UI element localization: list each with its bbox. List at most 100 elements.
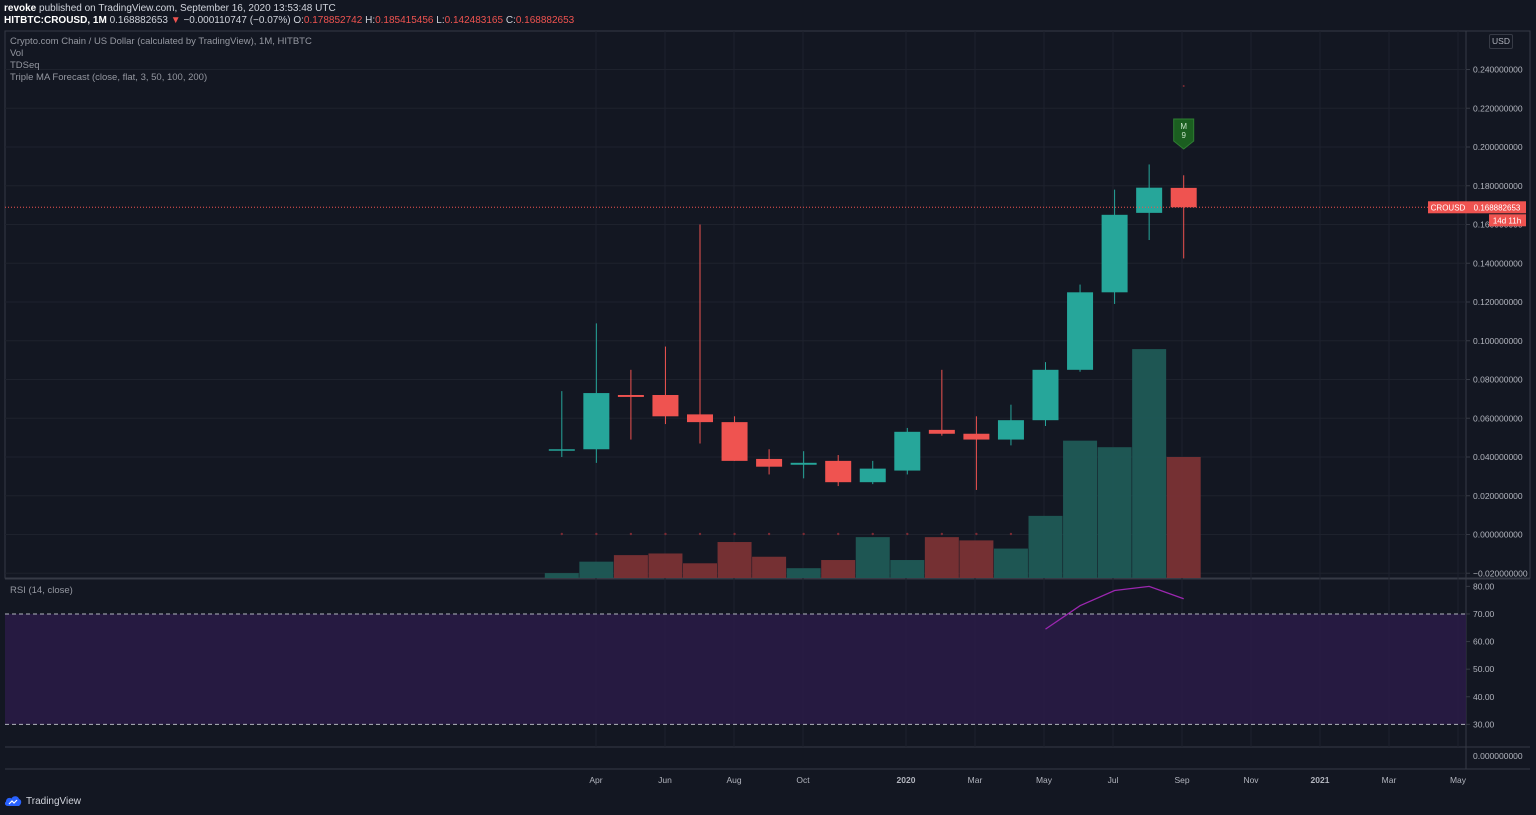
tdseq-dot — [1009, 532, 1013, 536]
candle-body — [583, 393, 610, 450]
tdseq-dot — [560, 532, 563, 536]
last-price: 0.168882653 — [109, 15, 168, 26]
volume-bar — [855, 537, 890, 578]
countdown-label: 14d 11h — [1493, 216, 1521, 225]
tdseq-dot — [837, 532, 840, 536]
candle-body — [1032, 369, 1059, 421]
tdseq-marker-count: 9 — [1181, 131, 1186, 140]
volume-bar — [752, 556, 787, 578]
tdseq-dot — [940, 532, 944, 536]
tdseq-marker-letter: M — [1180, 122, 1187, 131]
footer-brand-label: TradingView — [26, 795, 82, 807]
candle-body — [928, 429, 955, 434]
time-tick-label: Mar — [1382, 775, 1397, 785]
tdseq-dot — [802, 532, 805, 536]
volume-bar — [786, 568, 821, 578]
volume-bar — [683, 563, 717, 578]
tdseq-dot — [595, 532, 598, 536]
publish-info: revoke published on TradingView.com, Sep… — [4, 3, 336, 14]
legend-vol[interactable]: Vol — [10, 48, 24, 59]
chart-legend: Crypto.com Chain / US Dollar (calculated… — [10, 36, 312, 84]
price-tick-label: 0.200000000 — [1473, 142, 1523, 152]
volume-bar — [648, 553, 683, 578]
volume-bar — [1028, 515, 1063, 578]
candle-body — [548, 449, 575, 451]
volume-bar — [544, 573, 579, 578]
price-tick-label: 0.080000000 — [1473, 375, 1523, 385]
price-tick-label: 0.220000000 — [1473, 103, 1523, 113]
volume-bar — [579, 561, 614, 578]
time-tick-label: 2021 — [1311, 775, 1330, 785]
volume-bar — [613, 555, 648, 578]
price-tick-label: 0.020000000 — [1473, 491, 1523, 501]
tdseq-dot — [871, 532, 874, 536]
rsi-line — [1045, 585, 1184, 630]
price-tag-value: 0.168882653 — [1474, 203, 1521, 212]
price-tag-symbol-bg — [1428, 201, 1468, 214]
tradingview-cloud-icon — [4, 796, 22, 806]
tdseq-dot — [906, 532, 909, 536]
legend-ma[interactable]: Triple MA Forecast (close, flat, 3, 50, … — [10, 72, 208, 83]
tdseq-dot — [629, 532, 633, 536]
candle-body — [687, 414, 713, 423]
volume-bar — [924, 537, 959, 578]
volume-bar — [1166, 457, 1201, 578]
tdseq-marker — [1173, 118, 1195, 150]
countdown-bg — [1489, 214, 1526, 227]
price-tag-value-bg — [1468, 201, 1526, 214]
bottom-pane-label: 0.000000000 — [1473, 751, 1523, 761]
rsi-tick-label: 40.00 — [1473, 692, 1495, 702]
forecast-dot — [1182, 85, 1185, 87]
currency-button[interactable]: USD — [1489, 34, 1513, 49]
time-tick-label: Mar — [968, 775, 983, 785]
candle-body — [963, 433, 990, 440]
tdseq-dot — [698, 532, 702, 536]
legend-tdseq[interactable]: TDSeq — [10, 60, 40, 71]
candle-body — [617, 395, 644, 397]
time-tick-label: Nov — [1243, 775, 1259, 785]
volume-bar — [1097, 447, 1132, 578]
price-tick-label: 0.000000000 — [1473, 530, 1523, 540]
legend-title[interactable]: Crypto.com Chain / US Dollar (calculated… — [10, 36, 312, 47]
tdseq-dot — [733, 532, 736, 536]
candle-body — [859, 468, 886, 483]
time-tick-label: Jun — [658, 775, 672, 785]
price-tick-label: 0.120000000 — [1473, 297, 1523, 307]
candle-body — [652, 395, 679, 417]
candle-body — [721, 422, 748, 461]
volume-bar — [890, 560, 925, 578]
price-tick-label: 0.140000000 — [1473, 258, 1523, 268]
symbol-ohlc-line: HITBTC:CROUSD, 1M 0.168882653 ▼ −0.00011… — [4, 15, 575, 26]
volume-bar — [993, 548, 1028, 578]
price-tick-label: 0.040000000 — [1473, 452, 1523, 462]
candle-body — [997, 420, 1024, 440]
tdseq-dot — [767, 532, 771, 536]
volume-bar — [1063, 440, 1098, 578]
time-tick-label: May — [1036, 775, 1053, 785]
footer-brand[interactable]: TradingView — [4, 795, 81, 807]
rsi-tick-label: 50.00 — [1473, 664, 1495, 674]
time-tick-label: Sep — [1174, 775, 1189, 785]
price-tick-label: −0.020000000 — [1473, 568, 1528, 578]
tdseq-dot — [664, 532, 667, 536]
rsi-tick-label: 30.00 — [1473, 719, 1495, 729]
volume-bar — [1132, 349, 1167, 578]
candle-body — [756, 458, 783, 467]
time-tick-label: Apr — [589, 775, 602, 785]
candle-body — [1101, 214, 1128, 293]
volume-bar — [717, 542, 752, 578]
rsi-tick-label: 80.00 — [1473, 581, 1495, 591]
price-tick-label: 0.180000000 — [1473, 181, 1523, 191]
volume-bar — [959, 540, 994, 578]
candle-body — [825, 460, 852, 483]
price-tick-label: 0.100000000 — [1473, 336, 1523, 346]
volume-bar — [821, 560, 856, 578]
price-tag-symbol: CROUSD — [1431, 203, 1466, 212]
time-tick-label: Oct — [796, 775, 810, 785]
time-tick-label: Aug — [726, 775, 741, 785]
rsi-tick-label: 70.00 — [1473, 609, 1495, 619]
time-tick-label: 2020 — [897, 775, 916, 785]
time-tick-label: May — [1450, 775, 1467, 785]
rsi-legend[interactable]: RSI (14, close) — [10, 585, 73, 596]
